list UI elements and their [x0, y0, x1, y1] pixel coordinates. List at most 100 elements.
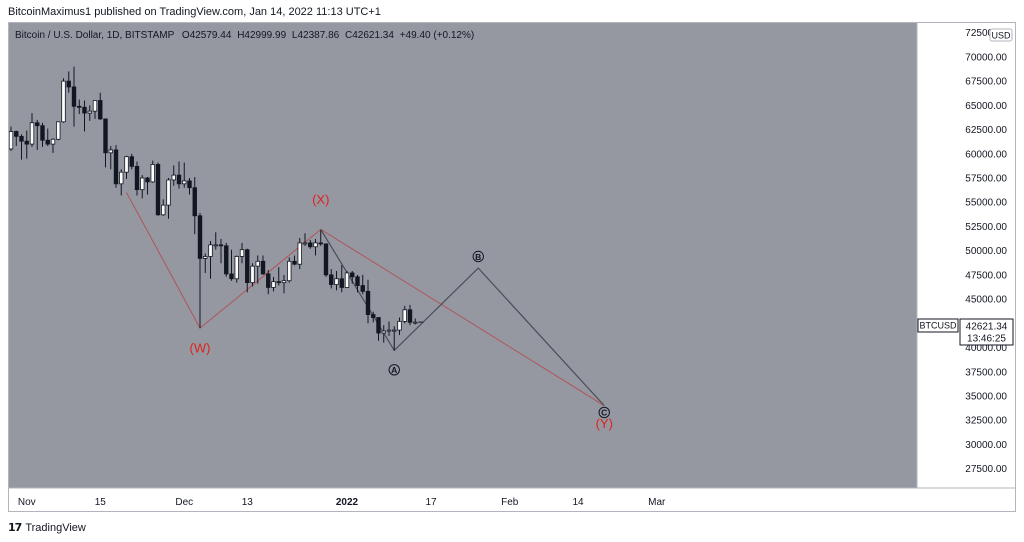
candle-body [140, 177, 145, 191]
candle [40, 122, 45, 147]
time-tick-label: 14 [572, 497, 584, 508]
price-chart[interactable]: 72500.00 70000.00 67500.00 65000.00 62500.00… [9, 23, 1015, 511]
candle [287, 257, 292, 283]
candle [129, 153, 134, 170]
candle [203, 253, 208, 273]
wave-label-text: B [475, 252, 481, 262]
candle-body [29, 122, 35, 145]
candle [266, 270, 271, 295]
candle-body [392, 329, 397, 332]
time-tick-labels: Nov 15 Dec 13 2022 17 Feb 14 Mar [18, 497, 666, 508]
candle [344, 271, 350, 288]
candle-body [71, 86, 77, 107]
candle [323, 243, 329, 277]
candle [166, 178, 171, 219]
candle [19, 134, 24, 160]
candle [213, 232, 218, 250]
price-tick-label: 57500.00 [965, 174, 1007, 185]
price-tick-label: 27500.00 [965, 464, 1007, 475]
wave-label-c: C [598, 406, 610, 419]
candle-body [35, 122, 40, 127]
candle [297, 238, 302, 270]
time-axis[interactable] [9, 488, 1015, 511]
currency-badge[interactable]: USD [991, 31, 1011, 41]
candle-body [87, 110, 92, 114]
candle-body [9, 131, 14, 150]
chart-pane[interactable] [9, 23, 917, 488]
candle-body [24, 140, 29, 145]
candle-body [92, 100, 98, 112]
candle [355, 274, 360, 293]
candle-body [234, 256, 239, 280]
last-price-box [959, 318, 1014, 346]
candle-body [197, 215, 203, 259]
candle [29, 113, 35, 147]
candle-body [344, 272, 350, 288]
currency-badge-box[interactable] [989, 28, 1013, 42]
wave-label-a: A [388, 364, 400, 376]
candle [255, 255, 260, 284]
price-tag: BTCUSD 42621.34 13:46:25 [917, 318, 1014, 346]
price-tick-label: 55000.00 [965, 198, 1007, 209]
candle-body [323, 243, 329, 276]
price-tick-label: 47500.00 [965, 270, 1007, 281]
candle [155, 162, 161, 216]
candle-body [287, 260, 292, 282]
candle-body [402, 309, 407, 322]
candle [108, 146, 113, 170]
tradingview-footer[interactable]: 17 TradingView [8, 521, 86, 534]
candle-body [260, 260, 266, 275]
candle [392, 326, 397, 351]
price-tick-label: 32500.00 [965, 416, 1007, 427]
candle [302, 233, 308, 246]
wave-label-circle [388, 364, 400, 376]
chart-frame[interactable]: 72500.00 70000.00 67500.00 65000.00 62500.00… [8, 22, 1016, 512]
candle [250, 263, 255, 287]
candle [318, 230, 323, 246]
price-tick-label: 37500.00 [965, 367, 1007, 378]
candle-body [82, 106, 87, 114]
candle [140, 175, 145, 199]
candle [124, 155, 129, 179]
candle [24, 130, 29, 159]
price-tick-labels: 72500.00 70000.00 67500.00 65000.00 62500.00… [965, 28, 1007, 475]
price-axis[interactable] [917, 23, 1015, 488]
candle-body [187, 180, 192, 189]
candle-body [334, 278, 339, 285]
candle [234, 255, 239, 283]
candle-body [266, 273, 271, 288]
candle [150, 160, 155, 183]
wxy-wave-line[interactable] [126, 192, 605, 407]
price-tick-label: 70000.00 [965, 52, 1007, 63]
candle [218, 239, 224, 264]
candle [77, 99, 82, 115]
candle-body [239, 249, 245, 257]
candle-body [171, 174, 176, 181]
symbol-tag: BTCUSD [919, 321, 957, 331]
candle-body [176, 174, 182, 185]
price-tick-label: 60000.00 [965, 149, 1007, 160]
legend: Bitcoin / U.S. Dollar, 1D, BITSTAMP O425… [15, 30, 474, 41]
candle-body [218, 244, 224, 247]
candle-body [292, 260, 297, 265]
price-tick-label: 50000.00 [965, 246, 1007, 257]
candle [360, 274, 365, 295]
price-tick-label: 52500.00 [965, 222, 1007, 233]
candle-body [329, 274, 334, 285]
candle-body [355, 276, 360, 286]
legend-open: 42579.44 [190, 30, 232, 41]
candle [407, 304, 413, 326]
candle [239, 242, 245, 264]
time-tick-label: Mar [648, 497, 666, 508]
candle-body [150, 164, 155, 183]
legend-close-label: C [345, 30, 352, 41]
candle-body [98, 100, 103, 120]
candle [413, 318, 418, 325]
candle [87, 105, 92, 121]
legend-high-label: H [237, 30, 244, 41]
candle [66, 71, 71, 93]
candle-body [129, 156, 134, 167]
candle [386, 321, 392, 336]
candle [397, 317, 402, 335]
candle [245, 248, 250, 293]
